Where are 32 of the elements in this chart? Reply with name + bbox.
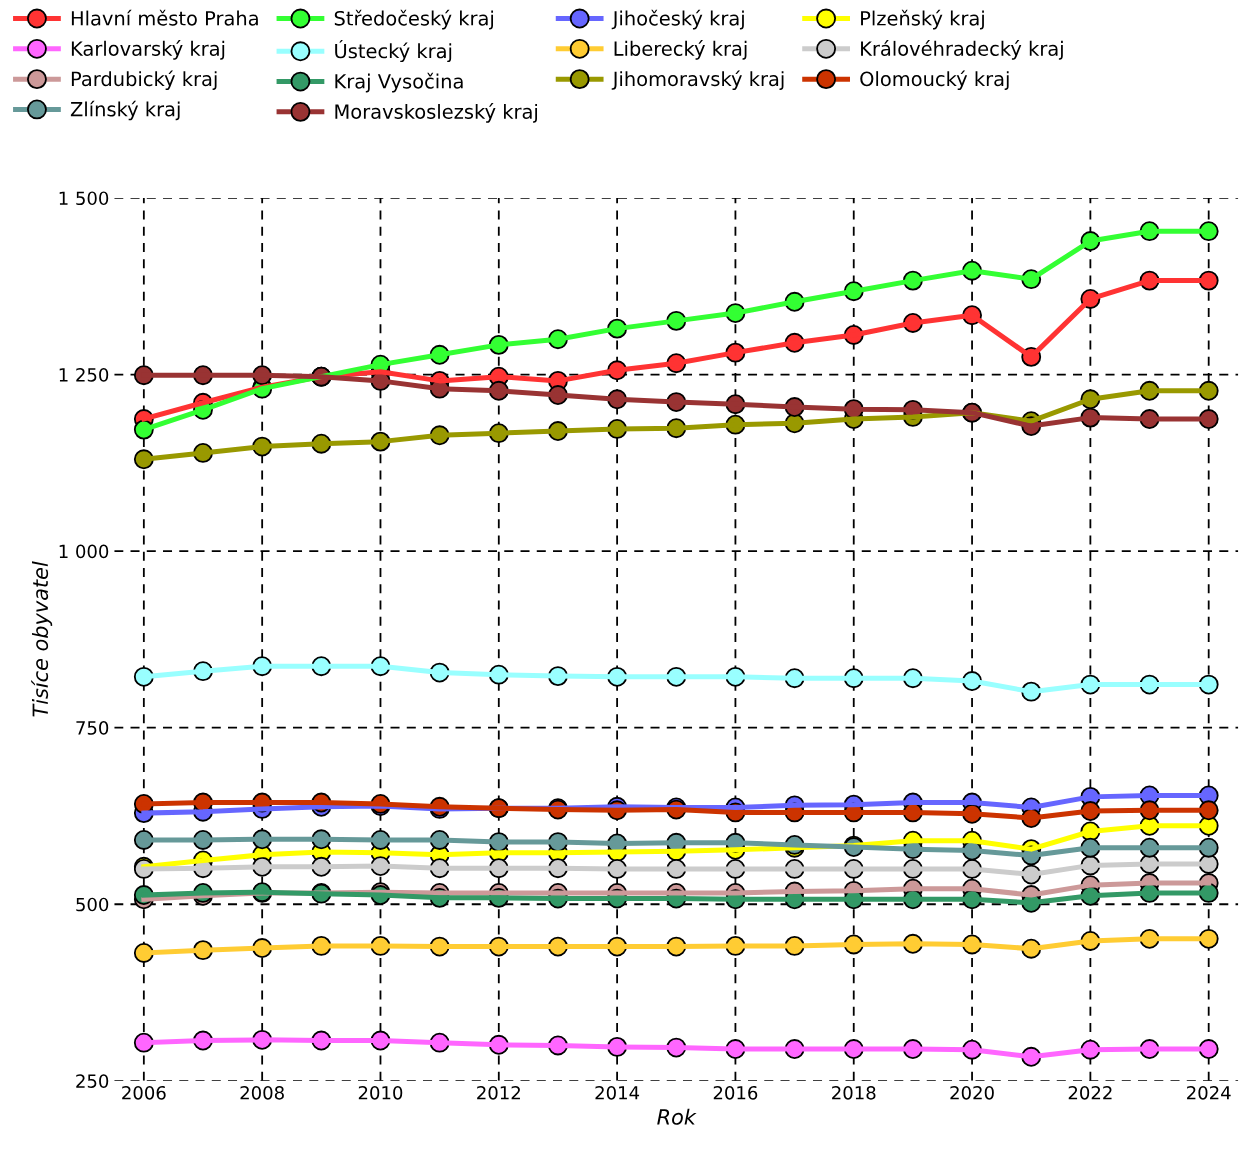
x-tick-label: 2016 <box>713 1085 758 1100</box>
y-tick-label: 1 000 <box>59 544 109 559</box>
x-tick-label: 2024 <box>1187 1085 1231 1100</box>
legend-label: Moravskoslezský kraj <box>335 103 538 123</box>
x-tick-label: 2006 <box>122 1085 166 1100</box>
y-tick-label: 1 500 <box>59 191 109 206</box>
legend-label: Jihočeský kraj <box>611 9 744 30</box>
y-tick-label: 250 <box>76 1074 109 1088</box>
x-tick-label: 2022 <box>1068 1085 1112 1100</box>
legend-label: Olomoucký kraj <box>860 70 1009 90</box>
legend-label: Hlavní město Praha <box>71 9 258 26</box>
legend-label: Královéhradecký kraj <box>861 40 1063 60</box>
legend-label: Středočeský kraj <box>334 9 494 30</box>
x-tick-label: 2008 <box>240 1085 284 1100</box>
legend-label: Zlínský kraj <box>70 100 180 121</box>
x-tick-label: 2020 <box>950 1085 994 1100</box>
x-axis-title: Rok <box>657 1108 697 1125</box>
y-tick-label: 500 <box>76 897 109 912</box>
legend-label: Ústecký kraj <box>335 40 452 63</box>
x-tick-label: 2014 <box>595 1085 640 1100</box>
x-tick-label: 2018 <box>832 1085 876 1100</box>
y-axis-title: Tisíce obyvatel <box>31 561 53 717</box>
x-tick-label: 2012 <box>477 1085 520 1100</box>
legend-label: Kraj Vysočina <box>335 72 463 93</box>
x-tick-label: 2010 <box>358 1085 403 1100</box>
y-tick-label: 750 <box>76 721 109 735</box>
legend-label: Liberecký kraj <box>614 40 747 60</box>
legend-label: Pardubický kraj <box>71 70 217 90</box>
legend-label: Jihomoravský kraj <box>611 70 784 90</box>
legend-label: Karlovarský kraj <box>71 40 225 60</box>
legend-label: Plzeňský kraj <box>861 9 984 30</box>
y-tick-label: 1 250 <box>59 367 109 382</box>
